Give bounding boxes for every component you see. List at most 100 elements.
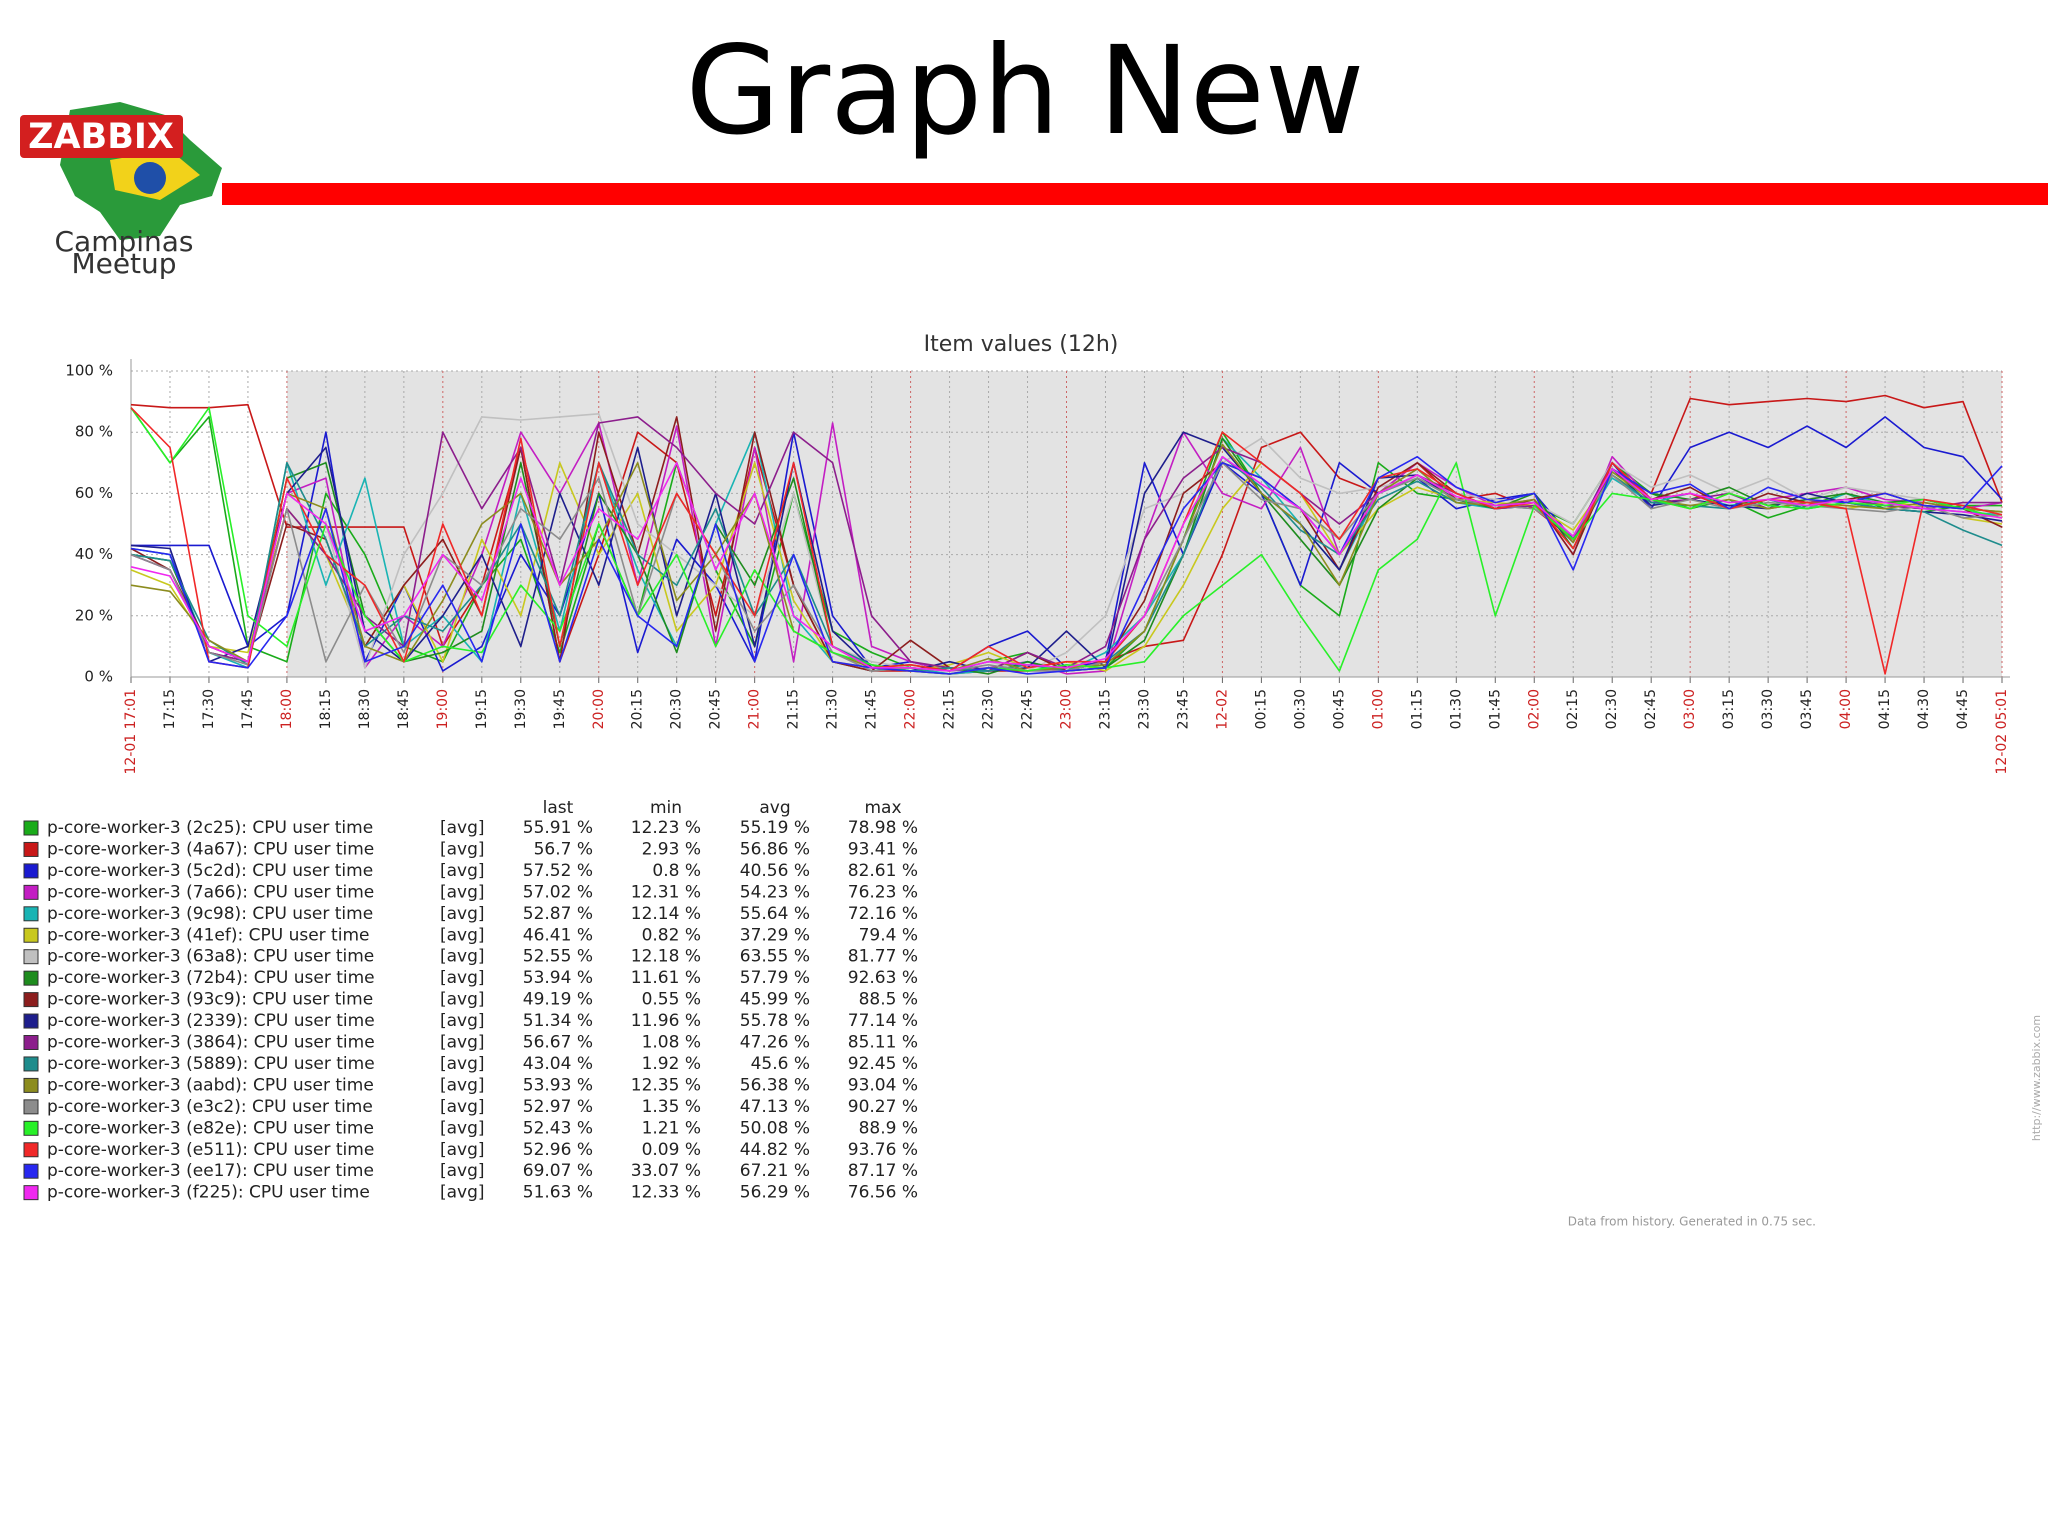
legend-stat: 12.18 %: [631, 947, 701, 967]
logo: ZABBIX Campinas Meetup: [20, 102, 222, 280]
y-tick-label: 100 %: [65, 362, 113, 380]
legend-stat: 46.41 %: [523, 925, 593, 945]
legend-stat: 52.96 %: [523, 1140, 593, 1160]
legend-stat: 1.92 %: [642, 1054, 701, 1074]
legend-stat: 57.02 %: [523, 882, 593, 902]
x-tick-label: 23:30: [1136, 689, 1152, 729]
x-tick-label: 00:15: [1253, 689, 1269, 729]
x-tick-label: 19:00: [435, 689, 451, 729]
legend-stat: 72.16 %: [848, 904, 918, 924]
legend-stat: 11.96 %: [631, 1011, 701, 1031]
slide-title: Graph New: [685, 20, 1364, 162]
legend-swatch: [23, 927, 39, 943]
legend-function: [avg]: [440, 839, 485, 859]
legend-function: [avg]: [440, 1054, 485, 1074]
legend-stat: 56.7 %: [534, 839, 593, 859]
legend-function: [avg]: [440, 861, 485, 881]
legend-stat: 87.17 %: [848, 1161, 918, 1181]
x-tick-label: 02:15: [1565, 689, 1581, 729]
x-tick-label: 03:15: [1721, 689, 1737, 729]
legend-header: max: [864, 798, 901, 818]
legend-stat: 12.35 %: [631, 1075, 701, 1095]
x-tick-label: 02:30: [1604, 689, 1620, 729]
legend-name: p-core-worker-3 (aabd): CPU user time: [47, 1075, 374, 1095]
legend-stat: 55.64 %: [740, 904, 810, 924]
side-url: http://www.zabbix.com: [2030, 1015, 2043, 1141]
legend-stat: 43.04 %: [523, 1054, 593, 1074]
legend-name: p-core-worker-3 (7a66): CPU user time: [47, 882, 374, 902]
legend-stat: 52.43 %: [523, 1118, 593, 1138]
legend-swatch: [23, 841, 39, 857]
legend-name: p-core-worker-3 (3864): CPU user time: [47, 1033, 375, 1053]
legend-name: p-core-worker-3 (5889): CPU user time: [47, 1054, 375, 1074]
legend-stat: 47.26 %: [740, 1033, 810, 1053]
x-tick-label: 00:30: [1292, 689, 1308, 729]
x-tick-label: 01:45: [1487, 689, 1503, 729]
x-tick-label: 03:45: [1799, 689, 1815, 729]
x-tick-label: 18:00: [279, 689, 295, 729]
legend-stat: 53.93 %: [523, 1075, 593, 1095]
x-tick-label: 04:30: [1916, 689, 1932, 729]
x-tick-label: 01:15: [1409, 689, 1425, 729]
x-tick-label: 21:15: [786, 689, 802, 729]
legend-stat: 52.97 %: [523, 1097, 593, 1117]
x-tick-label: 22:45: [1020, 689, 1036, 729]
legend-function: [avg]: [440, 1075, 485, 1095]
x-tick-label: 23:45: [1175, 689, 1191, 729]
logo-caption: Meetup: [71, 247, 176, 280]
legend-stat: 93.76 %: [848, 1140, 918, 1160]
footer-note: Data from history. Generated in 0.75 sec…: [1568, 1215, 1816, 1229]
legend-name: p-core-worker-3 (2c25): CPU user time: [47, 818, 373, 838]
x-tick-label: 12-02: [1214, 689, 1230, 730]
legend-swatch: [23, 1099, 39, 1115]
legend-stat: 44.82 %: [740, 1140, 810, 1160]
legend-swatch: [23, 1185, 39, 1201]
x-tick-label: 18:30: [357, 689, 373, 729]
legend-stat: 81.77 %: [848, 947, 918, 967]
legend-stat: 67.21 %: [740, 1161, 810, 1181]
legend-stat: 33.07 %: [631, 1161, 701, 1181]
legend-function: [avg]: [440, 1161, 485, 1181]
x-tick-label: 04:00: [1838, 689, 1854, 729]
x-tick-label: 22:15: [942, 689, 958, 729]
title-rule: [222, 183, 2048, 205]
logo-badge: [20, 115, 183, 158]
logo-caption: Campinas: [54, 225, 193, 258]
legend-stat: 79.4 %: [859, 925, 918, 945]
legend-stat: 69.07 %: [523, 1161, 593, 1181]
legend-stat: 57.52 %: [523, 861, 593, 881]
legend-stat: 85.11 %: [848, 1033, 918, 1053]
legend-stat: 12.31 %: [631, 882, 701, 902]
x-tick-label: 20:45: [708, 689, 724, 729]
legend-swatch: [23, 970, 39, 986]
legend-stat: 55.78 %: [740, 1011, 810, 1031]
legend-stat: 52.87 %: [523, 904, 593, 924]
legend-function: [avg]: [440, 1097, 485, 1117]
legend-stat: 40.56 %: [740, 861, 810, 881]
x-tick-label: 21:45: [864, 689, 880, 729]
legend-stat: 54.23 %: [740, 882, 810, 902]
legend-stat: 90.27 %: [848, 1097, 918, 1117]
legend-function: [avg]: [440, 882, 485, 902]
x-tick-label: 17:30: [201, 689, 217, 729]
legend-swatch: [23, 884, 39, 900]
x-tick-label: 22:00: [903, 689, 919, 729]
legend-stat: 1.08 %: [642, 1033, 701, 1053]
legend-name: p-core-worker-3 (72b4): CPU user time: [47, 968, 375, 988]
legend-name: p-core-worker-3 (e511): CPU user time: [47, 1140, 374, 1160]
legend-stat: 92.63 %: [848, 968, 918, 988]
series-line: [130, 455, 2003, 672]
legend-stat: 56.86 %: [740, 839, 810, 859]
x-tick-label: 18:45: [396, 689, 412, 729]
legend-name: p-core-worker-3 (f225): CPU user time: [47, 1183, 370, 1203]
legend-stat: 76.56 %: [848, 1183, 918, 1203]
logo-text: ZABBIX: [28, 117, 174, 157]
legend-stat: 56.29 %: [740, 1183, 810, 1203]
x-tick-label: 20:00: [591, 689, 607, 729]
x-tick-label: 03:30: [1760, 689, 1776, 729]
x-tick-label: 02:45: [1643, 689, 1659, 729]
legend-swatch: [23, 949, 39, 965]
x-tick-label: 19:30: [513, 689, 529, 729]
legend-stat: 55.91 %: [523, 818, 593, 838]
